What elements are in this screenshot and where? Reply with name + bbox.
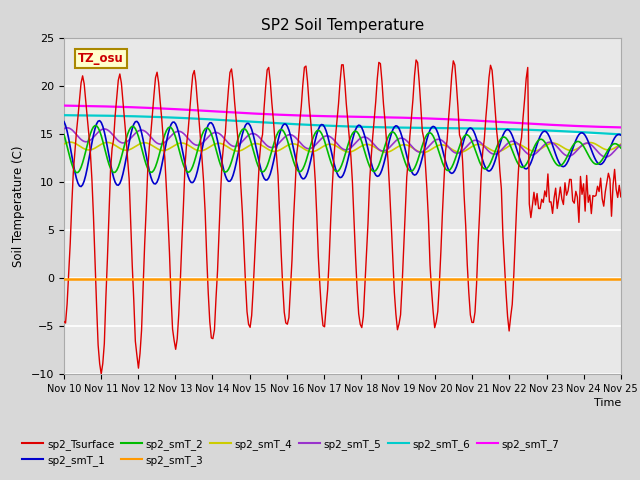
- sp2_smT_5: [617, 142, 625, 148]
- sp2_smT_2: [257, 168, 265, 174]
- Line: sp2_smT_6: sp2_smT_6: [64, 115, 621, 134]
- sp2_Tsurface: [617, 194, 625, 200]
- sp2_Tsurface: [60, 319, 68, 324]
- sp2_smT_4: [67, 139, 74, 145]
- Text: TZ_osu: TZ_osu: [78, 52, 124, 65]
- sp2_smT_3: [586, 276, 594, 282]
- Legend: sp2_Tsurface, sp2_smT_1, sp2_smT_2, sp2_smT_3, sp2_smT_4, sp2_smT_5, sp2_smT_6, : sp2_Tsurface, sp2_smT_1, sp2_smT_2, sp2_…: [18, 434, 564, 470]
- sp2_smT_2: [91, 123, 99, 129]
- sp2_smT_4: [255, 142, 263, 147]
- sp2_smT_4: [305, 148, 313, 154]
- sp2_smT_1: [589, 151, 596, 156]
- sp2_smT_5: [305, 146, 313, 152]
- Text: Time: Time: [593, 398, 621, 408]
- sp2_smT_5: [255, 134, 263, 140]
- sp2_smT_7: [226, 109, 234, 115]
- sp2_smT_3: [254, 276, 262, 282]
- sp2_smT_3: [244, 276, 252, 282]
- Line: sp2_smT_5: sp2_smT_5: [64, 128, 621, 157]
- sp2_smT_3: [617, 276, 625, 282]
- sp2_smT_2: [617, 145, 625, 151]
- sp2_smT_3: [129, 276, 136, 282]
- sp2_smT_6: [244, 119, 252, 124]
- sp2_smT_1: [60, 119, 68, 124]
- sp2_Tsurface: [130, 298, 138, 303]
- sp2_smT_1: [229, 172, 237, 178]
- sp2_smT_1: [257, 167, 265, 172]
- sp2_smT_3: [303, 276, 311, 282]
- sp2_smT_5: [588, 142, 595, 148]
- Title: SP2 Soil Temperature: SP2 Soil Temperature: [260, 18, 424, 33]
- Line: sp2_smT_2: sp2_smT_2: [64, 126, 621, 173]
- sp2_smT_4: [60, 141, 68, 147]
- sp2_smT_5: [246, 132, 254, 137]
- sp2_smT_2: [60, 132, 68, 138]
- sp2_smT_4: [246, 143, 254, 148]
- sp2_smT_4: [617, 141, 625, 147]
- sp2_smT_2: [248, 142, 255, 147]
- sp2_smT_7: [244, 110, 252, 116]
- sp2_smT_6: [617, 132, 625, 137]
- sp2_smT_5: [602, 154, 609, 160]
- sp2_smT_1: [96, 118, 104, 123]
- sp2_smT_2: [307, 143, 314, 148]
- sp2_smT_3: [60, 276, 68, 282]
- sp2_smT_2: [131, 126, 139, 132]
- sp2_smT_4: [419, 150, 426, 156]
- sp2_smT_3: [226, 276, 234, 282]
- sp2_Tsurface: [255, 156, 263, 162]
- sp2_smT_2: [229, 154, 237, 159]
- Line: sp2_Tsurface: sp2_Tsurface: [64, 60, 621, 374]
- sp2_smT_1: [248, 126, 255, 132]
- sp2_smT_4: [130, 144, 138, 150]
- sp2_Tsurface: [246, 324, 254, 330]
- sp2_smT_7: [617, 124, 625, 130]
- sp2_smT_2: [72, 170, 80, 176]
- sp2_Tsurface: [97, 371, 105, 377]
- sp2_smT_5: [63, 125, 71, 131]
- sp2_smT_7: [586, 124, 594, 130]
- sp2_smT_7: [303, 113, 311, 119]
- sp2_smT_1: [77, 184, 85, 190]
- sp2_smT_7: [60, 103, 68, 108]
- sp2_smT_1: [307, 158, 314, 164]
- sp2_smT_6: [303, 122, 311, 128]
- sp2_smT_6: [226, 118, 234, 123]
- sp2_smT_6: [60, 112, 68, 118]
- sp2_Tsurface: [589, 193, 596, 199]
- sp2_smT_5: [60, 126, 68, 132]
- sp2_Tsurface: [412, 57, 420, 63]
- sp2_smT_6: [254, 119, 262, 125]
- sp2_smT_2: [589, 159, 596, 165]
- sp2_smT_1: [617, 132, 625, 138]
- sp2_smT_4: [589, 140, 596, 146]
- Line: sp2_smT_1: sp2_smT_1: [64, 120, 621, 187]
- sp2_smT_7: [254, 111, 262, 117]
- sp2_Tsurface: [228, 66, 236, 72]
- Y-axis label: Soil Temperature (C): Soil Temperature (C): [12, 145, 26, 267]
- sp2_smT_4: [228, 146, 236, 152]
- sp2_Tsurface: [305, 100, 313, 106]
- sp2_smT_6: [586, 130, 594, 135]
- Line: sp2_smT_4: sp2_smT_4: [64, 142, 621, 153]
- sp2_smT_7: [129, 104, 136, 110]
- sp2_smT_1: [131, 119, 139, 125]
- sp2_smT_5: [228, 143, 236, 148]
- sp2_smT_5: [130, 132, 138, 138]
- Line: sp2_smT_7: sp2_smT_7: [64, 106, 621, 127]
- sp2_smT_6: [129, 113, 136, 119]
